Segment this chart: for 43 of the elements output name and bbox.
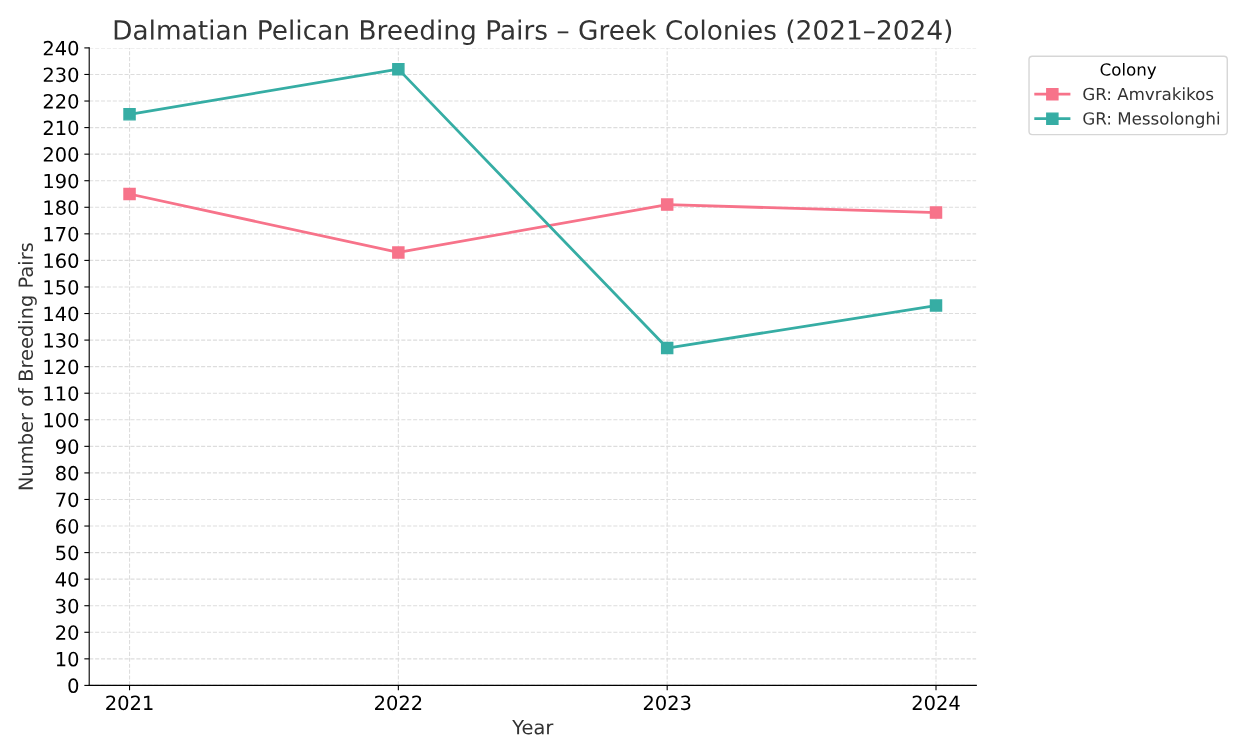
y-tick-label: 150: [44, 279, 79, 295]
chart-title: Dalmatian Pelican Breeding Pairs – Greek Colonies (2021–2024): [114, 19, 952, 46]
y-tick-label: 130: [44, 333, 79, 348]
y-tick-label: 40: [55, 572, 79, 587]
y-tick-label: 230: [43, 67, 79, 83]
y-tick-label: 220: [43, 93, 79, 109]
y-tick-label: 80: [56, 465, 79, 481]
y-tick-label: 20: [56, 625, 79, 640]
legend-label: GR: Messolonghi: [1083, 111, 1220, 128]
y-tick-label: 240: [43, 40, 79, 56]
y-tick-label: 210: [43, 120, 79, 136]
point: [392, 246, 405, 259]
y-tick-label: 140: [44, 306, 79, 322]
point: [123, 187, 136, 201]
point: [660, 198, 674, 211]
point: [123, 108, 136, 121]
y-tick-label: 160: [44, 253, 79, 269]
y-tick-label: 120: [44, 359, 79, 375]
y-axis-title: Number of Breeding Pairs: [18, 243, 37, 490]
point: [392, 62, 405, 76]
y-tick-label: 200: [43, 147, 79, 162]
x-axis-title: Year: [512, 720, 554, 735]
point: [660, 341, 674, 355]
y-tick-label: 0: [68, 678, 79, 694]
legend-title: Colony: [1100, 62, 1157, 80]
y-tick-label: 70: [56, 492, 79, 508]
x-tick-label: 2021: [106, 695, 153, 711]
x-tick-label: 2023: [643, 695, 691, 711]
y-tick-label: 180: [44, 200, 79, 215]
x-tick-label: 2022: [375, 695, 422, 711]
legend-label: GR: Amvrakikos: [1083, 87, 1214, 101]
y-tick-label: 50: [56, 545, 79, 561]
y-tick-label: 190: [44, 173, 79, 189]
y-tick-label: 170: [44, 226, 79, 242]
x-tick-label: 2024: [912, 695, 960, 711]
point: [929, 206, 943, 219]
y-tick-label: 60: [56, 518, 79, 534]
point: [929, 299, 943, 312]
y-tick-label: 90: [55, 439, 79, 455]
y-tick-label: 30: [56, 598, 79, 614]
y-tick-label: 10: [56, 651, 79, 667]
y-tick-label: 100: [44, 412, 79, 428]
y-tick-label: 110: [44, 386, 79, 401]
